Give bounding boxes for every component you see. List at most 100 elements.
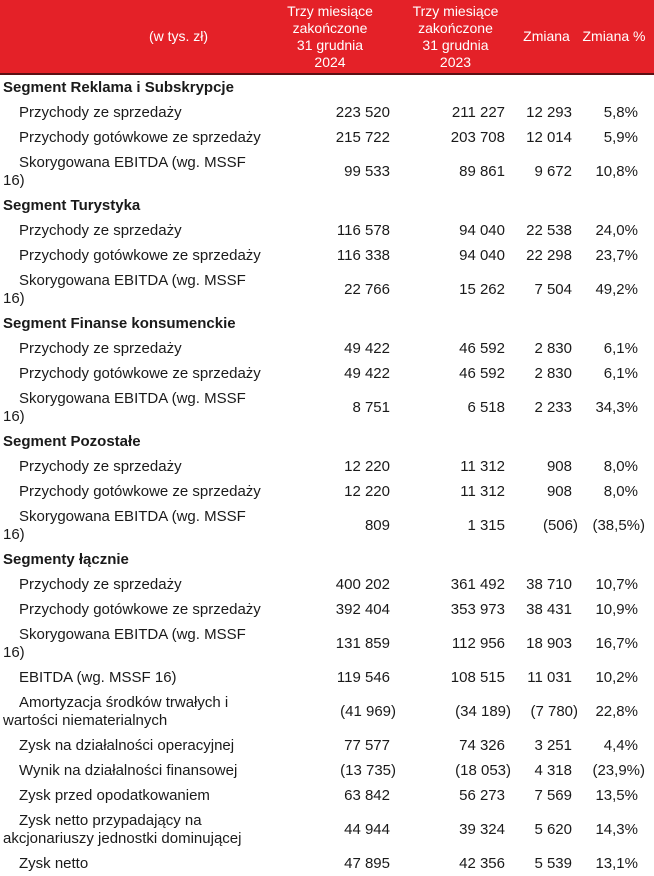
row-label: Przychody gotówkowe ze sprzedaży: [19, 364, 261, 382]
cell-value: 42 356: [459, 854, 505, 872]
cell-value: 1 315: [467, 516, 505, 534]
table-row: Przychody gotówkowe ze sprzedaży 116 338 9…: [0, 243, 654, 268]
cell-value: 353 973: [450, 600, 505, 618]
cell-value: 49,2%: [595, 280, 638, 298]
row-label: Zysk przed opodatkowaniem: [19, 786, 210, 804]
table-row: Przychody gotówkowe ze sprzedaży 49 422 46…: [0, 361, 654, 386]
row-label: Amortyzacja środków trwałych i wartości …: [3, 693, 229, 729]
cell-value: 6,1%: [603, 364, 638, 382]
cell-value: 908: [546, 457, 572, 475]
cell-value: 361 492: [450, 575, 505, 593]
cell-value: 400 202: [335, 575, 390, 593]
cell-value: 12 014: [526, 128, 572, 146]
cell-value: 77 577: [344, 736, 390, 754]
cell-value: 116 338: [336, 246, 390, 264]
row-label: Przychody gotówkowe ze sprzedaży: [19, 482, 261, 500]
cell-value: 15 262: [459, 280, 505, 298]
cell-value: (506): [542, 516, 578, 534]
table-row: Zysk przed opodatkowaniem 63 842 56 273 7 5…: [0, 783, 654, 808]
cell-value: 38 431: [526, 600, 572, 618]
cell-value: 46 592: [459, 364, 505, 382]
cell-value: 38 710: [526, 575, 572, 593]
cell-value: (23,9%): [592, 761, 645, 779]
cell-value: 8,0%: [603, 457, 638, 475]
row-label: Przychody ze sprzedaży: [19, 339, 182, 357]
cell-value: 12 293: [526, 103, 572, 121]
cell-value: 22 766: [344, 280, 390, 298]
table-row: Przychody ze sprzedaży 223 520 211 227 12 2…: [0, 100, 654, 125]
cell-value: 809: [364, 516, 390, 534]
section-title: Segment Turystyka: [3, 196, 141, 214]
cell-value: 10,7%: [595, 575, 638, 593]
row-label: Przychody gotówkowe ze sprzedaży: [19, 600, 261, 618]
row-label: Skorygowana EBITDA (wg. MSSF 16): [3, 625, 246, 661]
table-row: Wynik na działalności finansowej (13 735)…: [0, 758, 654, 783]
cell-value: (34 189): [455, 702, 511, 720]
row-label: Skorygowana EBITDA (wg. MSSF 16): [3, 153, 246, 189]
section-title-row: Segment Reklama i Subskrypcje: [0, 74, 654, 100]
table-header: (w tys. zł) Trzy miesiące zakończone 31 …: [0, 0, 654, 75]
row-label: Zysk netto: [19, 854, 89, 872]
cell-value: 7 569: [534, 786, 572, 804]
cell-value: 2 830: [534, 364, 572, 382]
cell-value: 4 318: [534, 761, 572, 779]
cell-value: 89 861: [459, 162, 505, 180]
table-row: Przychody ze sprzedaży 400 202 361 492 38 7…: [0, 572, 654, 597]
cell-value: 11 312: [460, 457, 505, 475]
cell-value: 99 533: [344, 162, 390, 180]
row-label: Zysk na działalności operacyjnej: [19, 736, 235, 754]
cell-value: 10,8%: [595, 162, 638, 180]
cell-value: 22 298: [526, 246, 572, 264]
row-label: EBITDA (wg. MSSF 16): [19, 668, 177, 686]
table-row: Przychody gotówkowe ze sprzedaży 215 722 2…: [0, 125, 654, 150]
cell-value: 63 842: [344, 786, 390, 804]
cell-value: 34,3%: [595, 398, 638, 416]
cell-value: 112 956: [451, 634, 505, 652]
cell-value: 10,2%: [595, 668, 638, 686]
section-title: Segment Pozostałe: [3, 432, 141, 450]
cell-value: 2 830: [534, 339, 572, 357]
cell-value: 215 722: [335, 128, 390, 146]
cell-value: 12 220: [344, 482, 390, 500]
row-label: Przychody ze sprzedaży: [19, 221, 182, 239]
cell-value: 24,0%: [595, 221, 638, 239]
table-row: Przychody ze sprzedaży 12 220 11 312 908 8,0…: [0, 454, 654, 479]
table-row: Skorygowana EBITDA (wg. MSSF 16) 22 766 15…: [0, 268, 654, 311]
section-title: Segmenty łącznie: [3, 550, 129, 568]
column-header-change-percent: Zmiana %: [580, 0, 654, 75]
cell-value: 47 895: [344, 854, 390, 872]
cell-value: (13 735): [340, 761, 396, 779]
table-row: Przychody gotówkowe ze sprzedaży 392 404 3…: [0, 597, 654, 622]
cell-value: 11 031: [527, 668, 572, 686]
section-title: Segment Finanse konsumenckie: [3, 314, 236, 332]
cell-value: 131 859: [335, 634, 390, 652]
cell-value: 5 620: [534, 820, 572, 838]
table-row: Amortyzacja środków trwałych i wartości …: [0, 690, 654, 733]
cell-value: 94 040: [459, 221, 505, 239]
row-label: Skorygowana EBITDA (wg. MSSF 16): [3, 507, 246, 543]
column-header-period-2024: Trzy miesiące zakończone 31 grudnia 2024: [262, 0, 398, 75]
row-label: Przychody ze sprzedaży: [19, 575, 182, 593]
section-title-row: Segment Turystyka: [0, 193, 654, 218]
cell-value: 4,4%: [603, 736, 638, 754]
table-row: Skorygowana EBITDA (wg. MSSF 16) 809 1 315…: [0, 504, 654, 547]
section-title: Segment Reklama i Subskrypcje: [3, 78, 234, 96]
cell-value: 5,8%: [603, 103, 638, 121]
cell-value: 46 592: [459, 339, 505, 357]
table-row: Przychody ze sprzedaży 116 578 94 040 22 53…: [0, 218, 654, 243]
cell-value: 10,9%: [595, 600, 638, 618]
cell-value: 203 708: [450, 128, 505, 146]
cell-value: 8 751: [352, 398, 390, 416]
cell-value: 94 040: [459, 246, 505, 264]
table-row: EBITDA (wg. MSSF 16) 119 546 108 515 11 031…: [0, 665, 654, 690]
cell-value: 392 404: [335, 600, 390, 618]
cell-value: (38,5%): [592, 516, 645, 534]
cell-value: 9 672: [534, 162, 572, 180]
row-label: Zysk netto przypadający na akcjonariuszy…: [3, 811, 242, 847]
table-row: Przychody ze sprzedaży 49 422 46 592 2 830 6…: [0, 336, 654, 361]
row-label: Przychody ze sprzedaży: [19, 103, 182, 121]
table-row: Skorygowana EBITDA (wg. MSSF 16) 8 751 6 5…: [0, 386, 654, 429]
row-label: Wynik na działalności finansowej: [19, 761, 238, 779]
table-row: Skorygowana EBITDA (wg. MSSF 16) 99 533 89…: [0, 150, 654, 193]
